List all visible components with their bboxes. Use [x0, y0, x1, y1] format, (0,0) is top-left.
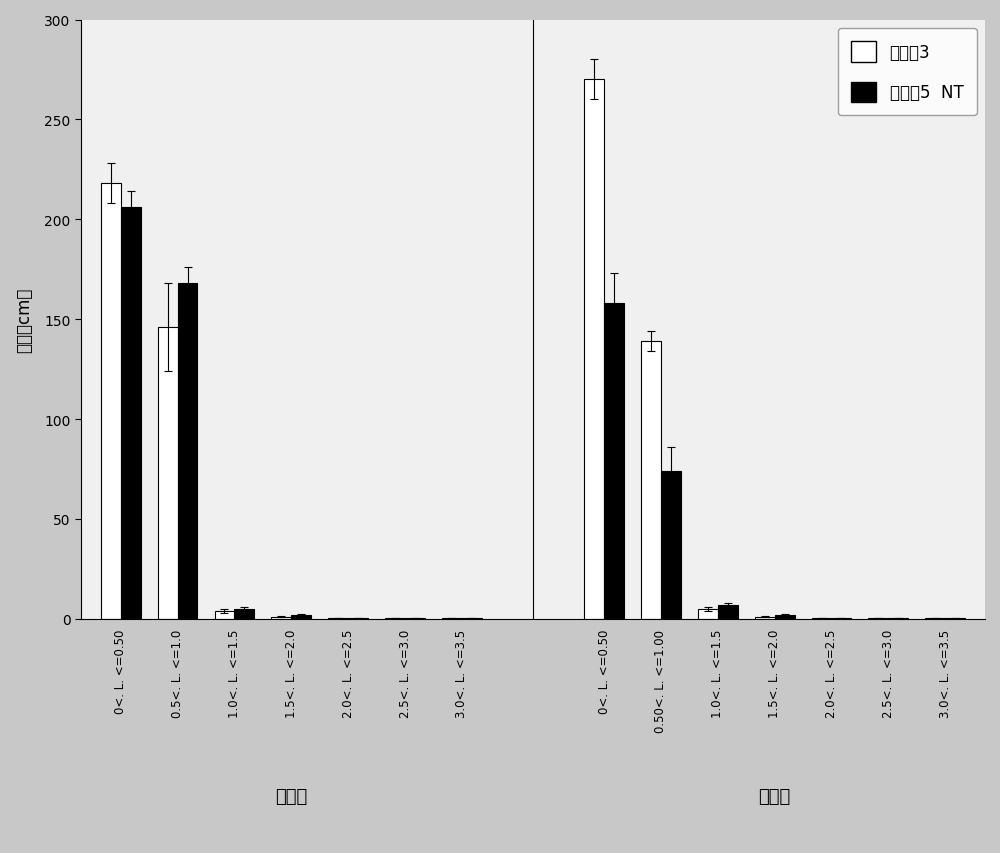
Bar: [755, 617, 775, 619]
Bar: [158, 328, 178, 619]
Bar: [661, 472, 681, 619]
Bar: [775, 615, 795, 619]
Y-axis label: 根长（cm）: 根长（cm）: [15, 287, 33, 352]
Bar: [718, 605, 738, 619]
Bar: [698, 609, 718, 619]
Bar: [271, 617, 291, 619]
Bar: [234, 609, 254, 619]
Bar: [641, 342, 661, 619]
Bar: [604, 304, 624, 619]
Legend: 转基因3, 转基因5  NT: 转基因3, 转基因5 NT: [838, 29, 977, 116]
Bar: [178, 284, 197, 619]
Bar: [121, 208, 141, 619]
Text: 处理组: 处理组: [758, 786, 791, 804]
Bar: [215, 611, 234, 619]
Bar: [291, 615, 311, 619]
Bar: [584, 80, 604, 619]
Text: 对照组: 对照组: [275, 786, 307, 804]
Bar: [101, 184, 121, 619]
